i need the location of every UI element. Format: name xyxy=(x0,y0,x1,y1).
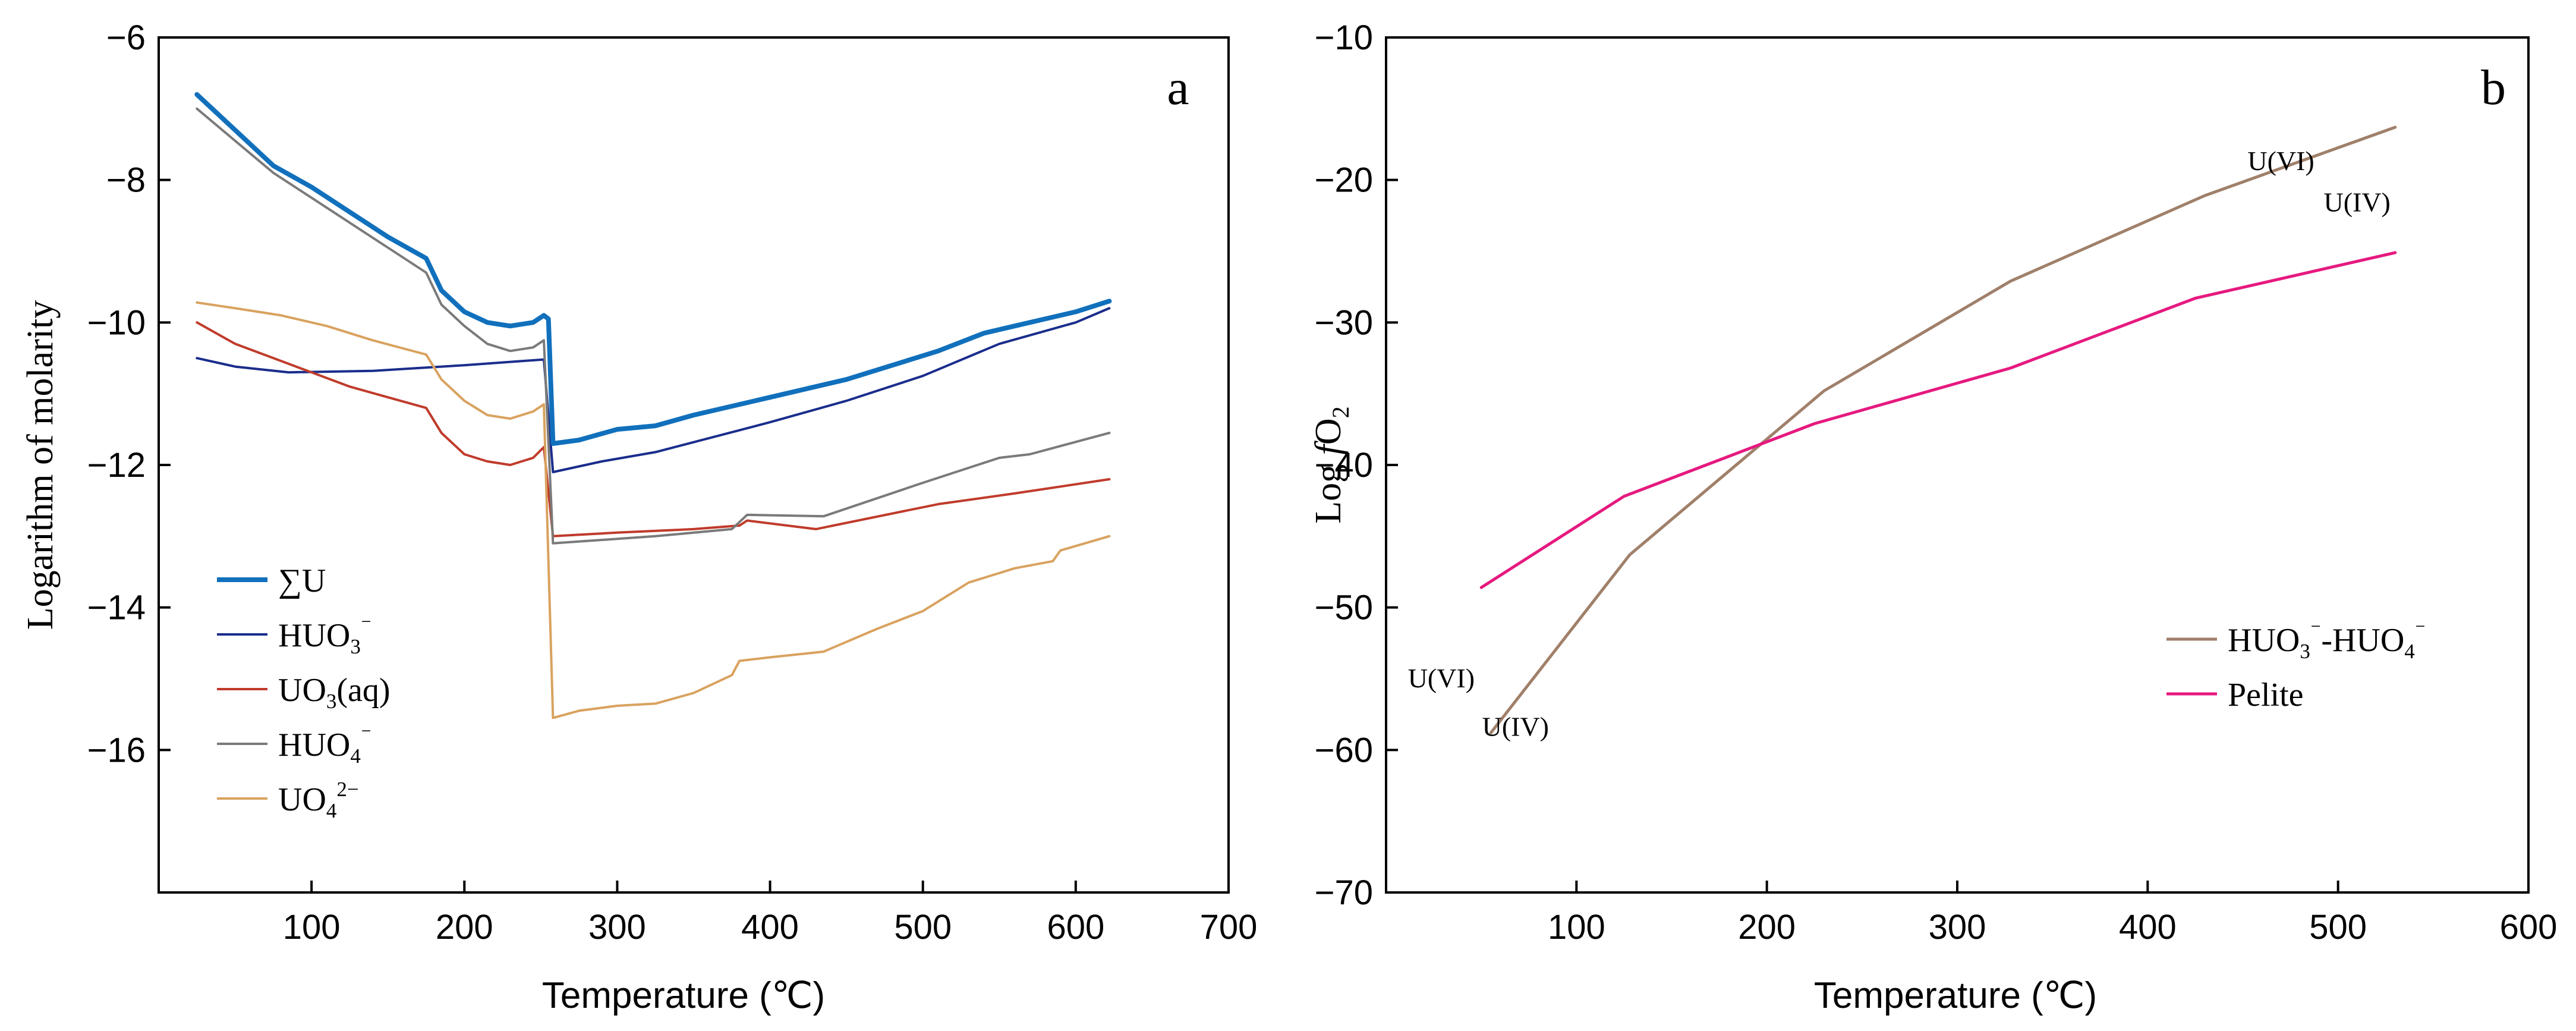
panel-a-y-tick-label: −16 xyxy=(87,731,146,769)
panel-a-y-tick-label: −12 xyxy=(87,446,146,485)
panel-b-series xyxy=(1479,125,2397,735)
panel-a-x-tick-label: 400 xyxy=(741,908,799,947)
legend-a-label-5: UO42− xyxy=(278,778,359,822)
panel-b-y-tick-label: −10 xyxy=(1315,18,1373,57)
panel-a-x-axis-label: Temperature (℃) xyxy=(542,975,825,1016)
panel-b-y-tick-label: −60 xyxy=(1315,731,1373,769)
panel-b-annotation-3: U(VI) xyxy=(1408,663,1475,693)
legend-a-label-2: HUO3⁻ xyxy=(278,614,371,658)
panel-a-series-line-5 xyxy=(196,301,1111,719)
panel-a-y-tick-label: −6 xyxy=(106,18,146,57)
panel-b-annotation-4: U(IV) xyxy=(1482,711,1549,741)
legend-b-label-2: Pelite xyxy=(2228,677,2304,713)
panel-a-series-line-1 xyxy=(194,92,1112,446)
panel-b-y-tick-label: −50 xyxy=(1315,589,1373,627)
panel-a-y-tick-label: −8 xyxy=(106,161,146,200)
panel-b-annotations: U(VI)U(IV)U(VI)U(IV) xyxy=(1408,146,2391,741)
panel-b-x-tick-label: 600 xyxy=(2500,908,2558,947)
panel-a-letter: a xyxy=(1167,60,1189,115)
panel-a-series xyxy=(194,92,1112,719)
panel-b-y-tick-label: −20 xyxy=(1315,161,1373,200)
panel-a-x-tick-label: 100 xyxy=(283,908,341,947)
panel-b-annotation-1: U(VI) xyxy=(2247,146,2314,176)
panel-a-y-axis-label: Logarithm of molarity xyxy=(20,300,61,630)
panel-a-x-tick-label: 600 xyxy=(1047,908,1104,947)
panel-a-x-tick-label: 500 xyxy=(894,908,952,947)
panel-b-y-tick-label: −70 xyxy=(1315,873,1373,912)
panel-a-series-line-2 xyxy=(196,307,1111,473)
panel-b-plot-frame xyxy=(1385,36,2530,894)
panel-b-y-axis-label: Log fO2 xyxy=(1308,406,1354,523)
panel-a-series-line-4 xyxy=(196,107,1111,545)
panel-b-annotation-2: U(IV) xyxy=(2323,187,2390,217)
panel-b-y-tick-label: −40 xyxy=(1315,446,1373,485)
panel-a-y-tick-label: −10 xyxy=(87,303,146,342)
panel-b-series-line-1 xyxy=(1489,125,2397,735)
panel-a-x-tick-label: 700 xyxy=(1200,908,1258,947)
panel-a-series-line-3 xyxy=(196,321,1111,537)
panel-a-y-tick-label: −14 xyxy=(87,589,146,627)
panel-b-x-tick-label: 200 xyxy=(1738,908,1796,947)
panel-b-x-axis-label: Temperature (℃) xyxy=(1814,975,2097,1016)
legend-b-label-1: HUO3⁻-HUO4⁻ xyxy=(2228,618,2426,663)
panel-a-ticks: 100 200 300 400 500 600 700 −6 −8 −10 −12 −14 −16 xyxy=(87,18,1258,947)
panel-b-y-tick-label: −30 xyxy=(1315,303,1373,342)
panel-a-plot-frame xyxy=(158,36,1230,894)
panel-b-x-tick-label: 300 xyxy=(1929,908,1986,947)
panel-b-legend: HUO3⁻-HUO4⁻ Pelite xyxy=(2166,618,2426,713)
panel-a-legend: ∑U HUO3⁻ UO3(aq) HUO4⁻ UO42− xyxy=(217,562,391,822)
panel-b-x-tick-label: 500 xyxy=(2309,908,2367,947)
legend-a-label-3: UO3(aq) xyxy=(278,672,391,713)
legend-a-label-1: ∑U xyxy=(278,562,326,599)
panel-b-chart: 100 200 300 400 500 600−10−20−30−40−50−60−70 … xyxy=(1308,18,2557,1016)
panel-b-letter: b xyxy=(2481,60,2506,115)
panel-a-x-tick-label: 200 xyxy=(436,908,493,947)
panel-b-x-tick-label: 100 xyxy=(1548,908,1605,947)
legend-a-label-4: HUO4⁻ xyxy=(278,723,371,768)
panel-a-chart: 100 200 300 400 500 600 700 −6 −8 −10 −12 −14 −16 ∑U… xyxy=(20,18,1257,1016)
panel-a-x-tick-label: 300 xyxy=(588,908,646,947)
panel-b-series-line-2 xyxy=(1479,251,2397,589)
panel-b-ticks: 100 200 300 400 500 600 −10 −20 −30 −40 −50 −60 −70 xyxy=(1315,18,2558,947)
panel-b-x-tick-label: 400 xyxy=(2119,908,2177,947)
